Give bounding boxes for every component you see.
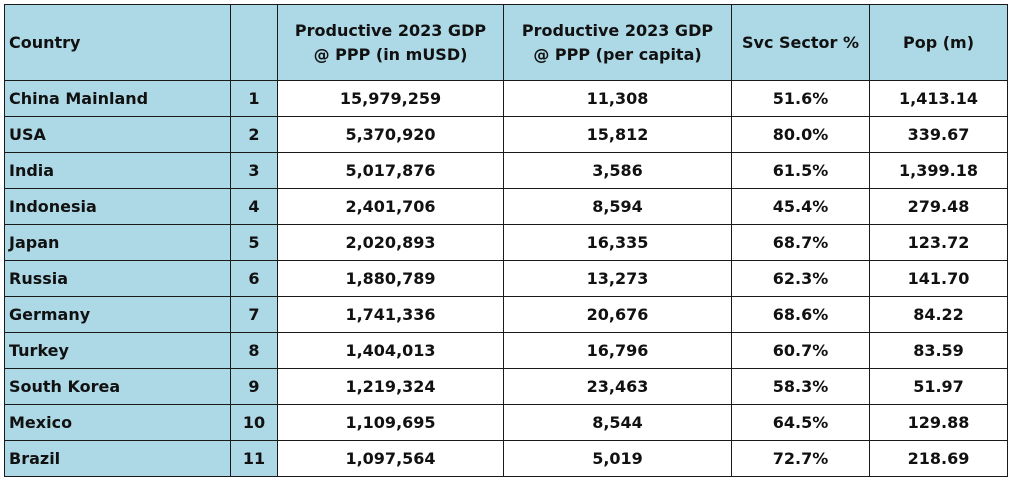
cell-svc-sector: 68.7% — [731, 224, 870, 261]
cell-svc-sector: 58.3% — [731, 368, 870, 405]
cell-gdp-total: 1,219,324 — [277, 368, 504, 405]
cell-pop: 129.88 — [869, 404, 1008, 441]
cell-gdp-total: 1,097,564 — [277, 440, 504, 477]
cell-country: Japan — [4, 224, 231, 261]
header-row: Country Productive 2023 GDP @ PPP (in mU… — [4, 4, 1008, 81]
table-row: Japan 5 2,020,893 16,335 68.7% 123.72 — [4, 224, 1008, 261]
table-row: China Mainland 1 15,979,259 11,308 51.6%… — [4, 80, 1008, 117]
cell-rank: 11 — [230, 440, 278, 477]
header-gdp-per-capita-line2: @ PPP (per capita) — [533, 44, 702, 64]
cell-gdp-total: 5,017,876 — [277, 152, 504, 189]
cell-country: India — [4, 152, 231, 189]
header-pop: Pop (m) — [869, 4, 1008, 81]
table-row: Indonesia 4 2,401,706 8,594 45.4% 279.48 — [4, 188, 1008, 225]
cell-rank: 4 — [230, 188, 278, 225]
header-svc-sector: Svc Sector % — [731, 4, 870, 81]
cell-pop: 141.70 — [869, 260, 1008, 297]
cell-country: USA — [4, 116, 231, 153]
cell-pop: 51.97 — [869, 368, 1008, 405]
cell-country: Turkey — [4, 332, 231, 369]
header-gdp-total-line2: @ PPP (in mUSD) — [313, 44, 468, 64]
cell-rank: 3 — [230, 152, 278, 189]
cell-pop: 339.67 — [869, 116, 1008, 153]
cell-rank: 1 — [230, 80, 278, 117]
cell-svc-sector: 80.0% — [731, 116, 870, 153]
table-row: USA 2 5,370,920 15,812 80.0% 339.67 — [4, 116, 1008, 153]
cell-country: Indonesia — [4, 188, 231, 225]
cell-gdp-per-capita: 8,544 — [503, 404, 732, 441]
cell-gdp-total: 1,880,789 — [277, 260, 504, 297]
cell-country: Brazil — [4, 440, 231, 477]
cell-gdp-per-capita: 11,308 — [503, 80, 732, 117]
cell-rank: 8 — [230, 332, 278, 369]
cell-gdp-total: 1,109,695 — [277, 404, 504, 441]
cell-country: Germany — [4, 296, 231, 333]
table-row: India 3 5,017,876 3,586 61.5% 1,399.18 — [4, 152, 1008, 189]
cell-pop: 1,413.14 — [869, 80, 1008, 117]
cell-pop: 123.72 — [869, 224, 1008, 261]
table-row: Russia 6 1,880,789 13,273 62.3% 141.70 — [4, 260, 1008, 297]
cell-gdp-per-capita: 16,796 — [503, 332, 732, 369]
cell-pop: 218.69 — [869, 440, 1008, 477]
header-country: Country — [4, 4, 231, 81]
cell-pop: 84.22 — [869, 296, 1008, 333]
cell-gdp-per-capita: 5,019 — [503, 440, 732, 477]
cell-gdp-per-capita: 13,273 — [503, 260, 732, 297]
cell-gdp-total: 2,020,893 — [277, 224, 504, 261]
header-rank — [230, 4, 278, 81]
cell-svc-sector: 72.7% — [731, 440, 870, 477]
table-row: South Korea 9 1,219,324 23,463 58.3% 51.… — [4, 368, 1008, 405]
cell-svc-sector: 61.5% — [731, 152, 870, 189]
cell-svc-sector: 60.7% — [731, 332, 870, 369]
header-gdp-per-capita-line1: Productive 2023 GDP — [521, 20, 714, 40]
cell-country: Mexico — [4, 404, 231, 441]
cell-gdp-per-capita: 16,335 — [503, 224, 732, 261]
header-gdp-total-line1: Productive 2023 GDP — [294, 20, 487, 40]
cell-gdp-per-capita: 23,463 — [503, 368, 732, 405]
cell-country: South Korea — [4, 368, 231, 405]
cell-gdp-total: 2,401,706 — [277, 188, 504, 225]
cell-gdp-per-capita: 8,594 — [503, 188, 732, 225]
cell-rank: 6 — [230, 260, 278, 297]
cell-svc-sector: 45.4% — [731, 188, 870, 225]
cell-svc-sector: 51.6% — [731, 80, 870, 117]
cell-country: Russia — [4, 260, 231, 297]
cell-pop: 1,399.18 — [869, 152, 1008, 189]
cell-country: China Mainland — [4, 80, 231, 117]
table-row: Mexico 10 1,109,695 8,544 64.5% 129.88 — [4, 404, 1008, 441]
cell-rank: 5 — [230, 224, 278, 261]
table-row: Turkey 8 1,404,013 16,796 60.7% 83.59 — [4, 332, 1008, 369]
cell-svc-sector: 62.3% — [731, 260, 870, 297]
cell-gdp-total: 1,741,336 — [277, 296, 504, 333]
gdp-table: Country Productive 2023 GDP @ PPP (in mU… — [4, 4, 1008, 477]
cell-gdp-per-capita: 20,676 — [503, 296, 732, 333]
header-gdp-total: Productive 2023 GDP @ PPP (in mUSD) — [277, 4, 504, 81]
cell-rank: 2 — [230, 116, 278, 153]
cell-gdp-total: 1,404,013 — [277, 332, 504, 369]
cell-rank: 9 — [230, 368, 278, 405]
cell-svc-sector: 68.6% — [731, 296, 870, 333]
header-gdp-per-capita: Productive 2023 GDP @ PPP (per capita) — [503, 4, 732, 81]
cell-rank: 7 — [230, 296, 278, 333]
table-row: Germany 7 1,741,336 20,676 68.6% 84.22 — [4, 296, 1008, 333]
table-row: Brazil 11 1,097,564 5,019 72.7% 218.69 — [4, 440, 1008, 477]
cell-pop: 279.48 — [869, 188, 1008, 225]
cell-gdp-per-capita: 15,812 — [503, 116, 732, 153]
cell-gdp-total: 5,370,920 — [277, 116, 504, 153]
cell-svc-sector: 64.5% — [731, 404, 870, 441]
cell-gdp-total: 15,979,259 — [277, 80, 504, 117]
cell-gdp-per-capita: 3,586 — [503, 152, 732, 189]
cell-pop: 83.59 — [869, 332, 1008, 369]
cell-rank: 10 — [230, 404, 278, 441]
